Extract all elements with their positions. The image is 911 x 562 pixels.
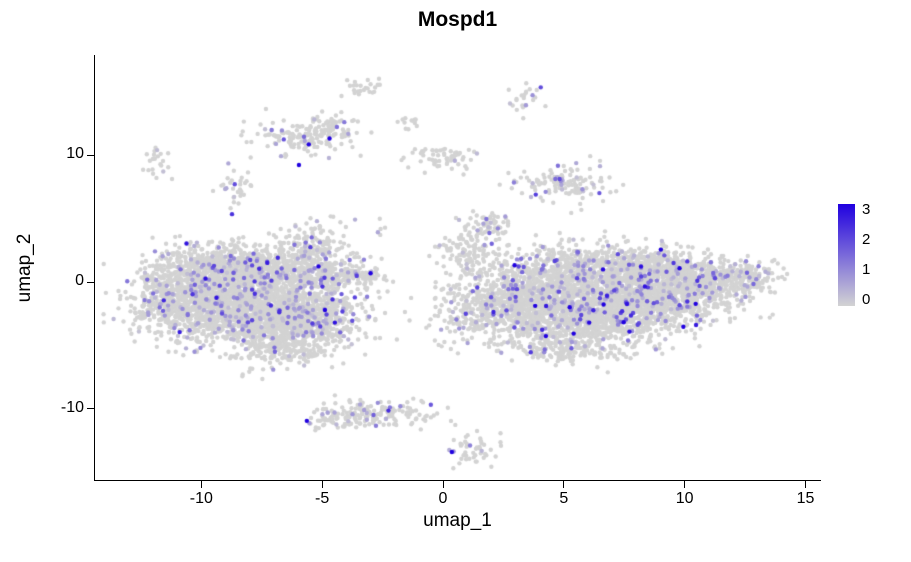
y-tick-label: 10 [66, 145, 84, 163]
y-axis-line [94, 55, 95, 481]
x-tick-mark [684, 481, 686, 488]
x-tick-mark [442, 481, 444, 488]
x-tick-mark [321, 481, 323, 488]
x-tick-label: 0 [438, 490, 448, 507]
y-tick-label: -10 [60, 398, 84, 416]
x-tick-label: 10 [675, 490, 694, 507]
x-tick-mark [805, 481, 806, 488]
x-tick-label: 15 [796, 490, 815, 507]
y-tick-label: 0 [75, 272, 84, 290]
x-tick-mark [563, 481, 565, 488]
colorbar-tick-label: 0 [862, 291, 871, 308]
x-axis-line [94, 480, 821, 481]
plot-title: Mospd1 [417, 8, 498, 31]
x-tick-label: 5 [559, 490, 569, 507]
x-tick-label: -5 [315, 490, 330, 507]
x-axis-title: umap_1 [423, 510, 492, 531]
y-tick-mark [87, 408, 94, 410]
y-axis-title: umap_2 [14, 233, 35, 303]
colorbar-gradient [838, 204, 855, 306]
x-tick-label: -10 [189, 490, 213, 507]
colorbar-tick-label: 1 [862, 261, 871, 278]
y-tick-mark [87, 154, 94, 156]
colorbar [838, 204, 855, 306]
scatter-canvas [95, 55, 820, 480]
colorbar-tick-label: 2 [862, 231, 871, 248]
x-tick-mark [200, 481, 202, 488]
y-tick-mark [87, 281, 94, 283]
colorbar-tick-label: 3 [862, 201, 871, 218]
